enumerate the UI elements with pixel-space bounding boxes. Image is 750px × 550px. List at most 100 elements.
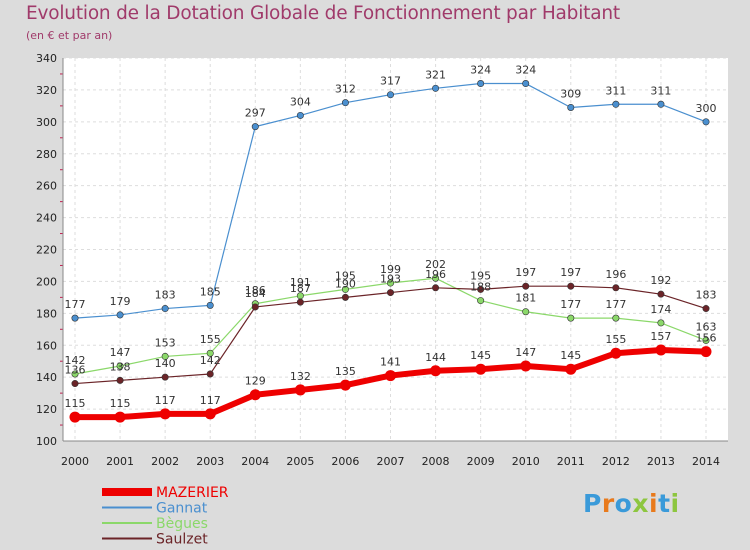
data-point-bègues [161,352,169,360]
data-label-bègues: 163 [696,320,717,333]
data-point-gannat [567,103,575,111]
data-point-gannat [116,311,124,319]
data-point-bègues [477,297,485,305]
data-label-gannat: 300 [696,102,717,115]
data-label-gannat: 317 [380,75,401,88]
data-point-bègues [71,370,79,378]
data-label-bègues: 174 [650,303,671,316]
data-point-gannat [341,99,349,107]
data-label-gannat: 324 [470,64,491,77]
data-label-mazerier: 135 [335,365,356,378]
data-label-saulzet: 136 [65,364,86,377]
data-label-saulzet: 195 [470,269,491,282]
data-point-saulzet [522,282,530,290]
y-tick-label: 260 [36,180,57,193]
data-point-gannat [161,305,169,313]
data-point-bègues [612,314,620,322]
x-tick-label: 2000 [61,455,89,468]
data-label-mazerier: 117 [155,394,176,407]
data-point-gannat [296,111,304,119]
data-label-saulzet: 142 [200,354,221,367]
y-tick-label: 220 [36,244,57,257]
y-tick-label: 340 [36,52,57,65]
data-point-saulzet [116,376,124,384]
chart-title: Evolution de la Dotation Globale de Fonc… [26,3,620,24]
y-tick-label: 320 [36,84,57,97]
data-label-bègues: 191 [290,276,311,289]
data-point-bègues [386,279,394,287]
legend-label-saulzet: Saulzet [156,532,208,548]
data-label-saulzet: 138 [110,360,131,373]
data-label-bègues: 181 [515,292,536,305]
data-label-bègues: 153 [155,336,176,349]
x-tick-label: 2003 [196,455,224,468]
data-point-saulzet [567,282,575,290]
y-tick-label: 200 [36,275,57,288]
data-label-gannat: 309 [560,87,581,100]
data-point-saulzet [702,305,710,313]
data-label-saulzet: 187 [290,282,311,295]
proxiti-logo: Proxiti [583,489,680,518]
data-label-bègues: 177 [605,298,626,311]
data-point-mazerier [430,365,442,377]
data-label-saulzet: 183 [696,289,717,302]
data-label-bègues: 195 [335,269,356,282]
data-label-gannat: 297 [245,107,266,120]
x-tick-label: 2008 [422,455,450,468]
x-tick-label: 2001 [106,455,134,468]
data-point-mazerier [565,363,577,375]
y-tick-label: 240 [36,212,57,225]
data-label-saulzet: 196 [425,268,446,281]
data-point-mazerier [520,360,532,372]
data-point-gannat [432,84,440,92]
data-point-saulzet [161,373,169,381]
data-point-mazerier [294,384,306,396]
data-point-gannat [477,80,485,88]
data-point-saulzet [657,290,665,298]
data-point-saulzet [296,298,304,306]
data-label-mazerier: 147 [515,346,536,359]
data-label-gannat: 321 [425,68,446,81]
data-point-saulzet [71,380,79,388]
data-label-mazerier: 157 [650,330,671,343]
y-tick-label: 160 [36,339,57,352]
data-label-saulzet: 196 [605,268,626,281]
data-label-saulzet: 184 [245,287,266,300]
data-point-gannat [386,91,394,99]
data-label-gannat: 183 [155,289,176,302]
data-point-saulzet [341,293,349,301]
data-label-gannat: 324 [515,64,536,77]
data-point-mazerier [339,379,351,391]
data-label-gannat: 177 [65,298,86,311]
y-tick-label: 280 [36,148,57,161]
data-point-bègues [522,308,530,316]
data-point-saulzet [612,284,620,292]
legend-label-gannat: Gannat [156,501,208,517]
data-label-gannat: 304 [290,95,311,108]
data-label-saulzet: 140 [155,357,176,370]
data-point-mazerier [204,408,216,420]
data-label-saulzet: 193 [380,273,401,286]
legend-label-mazerier: MAZERIER [156,485,229,501]
data-point-mazerier [655,344,667,356]
data-point-mazerier [475,363,487,375]
data-point-mazerier [159,408,171,420]
data-label-gannat: 311 [650,84,671,97]
x-tick-label: 2006 [331,455,359,468]
data-point-saulzet [386,289,394,297]
data-label-mazerier: 115 [65,397,86,410]
data-label-mazerier: 117 [200,394,221,407]
data-point-bègues [116,362,124,370]
x-tick-label: 2013 [647,455,675,468]
data-point-gannat [657,100,665,108]
data-label-bègues: 147 [110,346,131,359]
data-label-mazerier: 145 [470,349,491,362]
legend-label-bègues: Bègues [156,516,208,532]
data-point-bègues [432,274,440,282]
chart-subtitle: (en € et par an) [26,29,113,42]
data-label-gannat: 312 [335,83,356,96]
y-tick-label: 300 [36,116,57,129]
data-label-gannat: 179 [110,295,131,308]
x-tick-label: 2010 [512,455,540,468]
